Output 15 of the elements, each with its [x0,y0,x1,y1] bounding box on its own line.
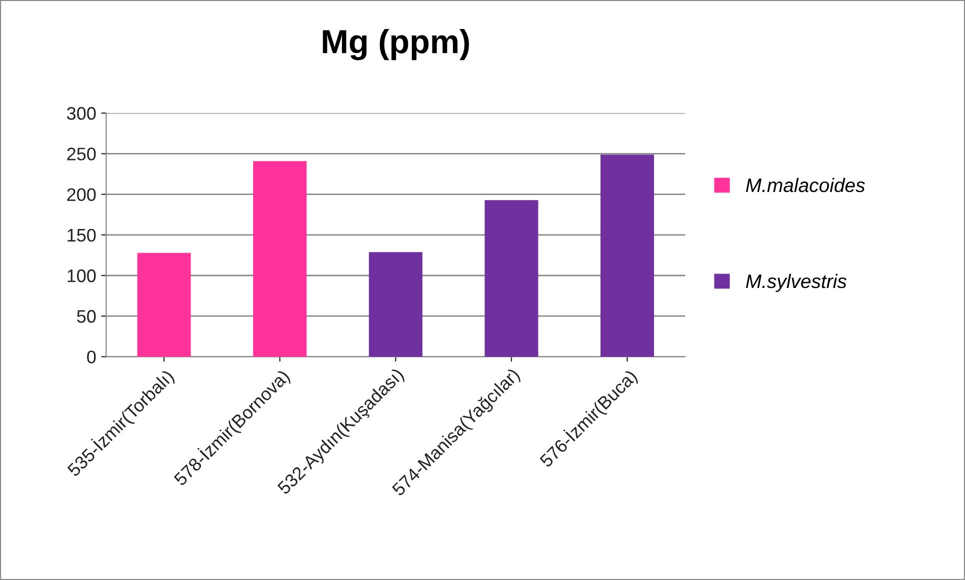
y-tick-label: 100 [68,269,96,282]
y-tick-label: 50 [77,310,96,323]
y-tick-label: 150 [68,228,96,242]
y-tick-label: 0 [87,350,96,364]
y-tick-label: 300 [66,107,96,120]
legend-label: M.malacoides [746,178,865,192]
bar [368,252,422,357]
bar [253,161,307,357]
bar [137,252,191,357]
legend-label: M.sylvestris [746,274,846,292]
bar [484,200,538,357]
chart-title: Mg (ppm) [322,29,469,60]
y-tick-label: 250 [67,148,96,160]
bar [600,154,654,357]
y-tick-label: 200 [67,188,96,202]
